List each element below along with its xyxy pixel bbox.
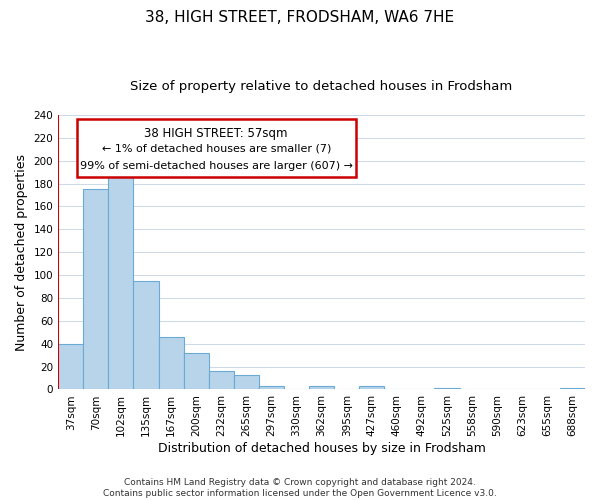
Bar	[309, 386, 334, 390]
Bar	[184, 353, 209, 390]
Bar	[209, 371, 234, 390]
Bar	[83, 190, 109, 390]
Y-axis label: Number of detached properties: Number of detached properties	[15, 154, 28, 350]
Bar	[109, 171, 133, 390]
Title: Size of property relative to detached houses in Frodsham: Size of property relative to detached ho…	[130, 80, 513, 93]
Bar	[58, 344, 83, 390]
Bar	[434, 388, 460, 390]
Text: 99% of semi-detached houses are larger (607) →: 99% of semi-detached houses are larger (…	[80, 160, 353, 170]
Bar	[259, 386, 284, 390]
FancyBboxPatch shape	[77, 119, 356, 177]
Bar	[133, 281, 158, 390]
Bar	[234, 374, 259, 390]
Text: 38 HIGH STREET: 57sqm: 38 HIGH STREET: 57sqm	[145, 128, 288, 140]
Text: Contains HM Land Registry data © Crown copyright and database right 2024.
Contai: Contains HM Land Registry data © Crown c…	[103, 478, 497, 498]
Bar	[560, 388, 585, 390]
Text: ← 1% of detached houses are smaller (7): ← 1% of detached houses are smaller (7)	[101, 144, 331, 154]
X-axis label: Distribution of detached houses by size in Frodsham: Distribution of detached houses by size …	[158, 442, 485, 455]
Text: 38, HIGH STREET, FRODSHAM, WA6 7HE: 38, HIGH STREET, FRODSHAM, WA6 7HE	[145, 10, 455, 25]
Bar	[158, 337, 184, 390]
Bar	[359, 386, 385, 390]
